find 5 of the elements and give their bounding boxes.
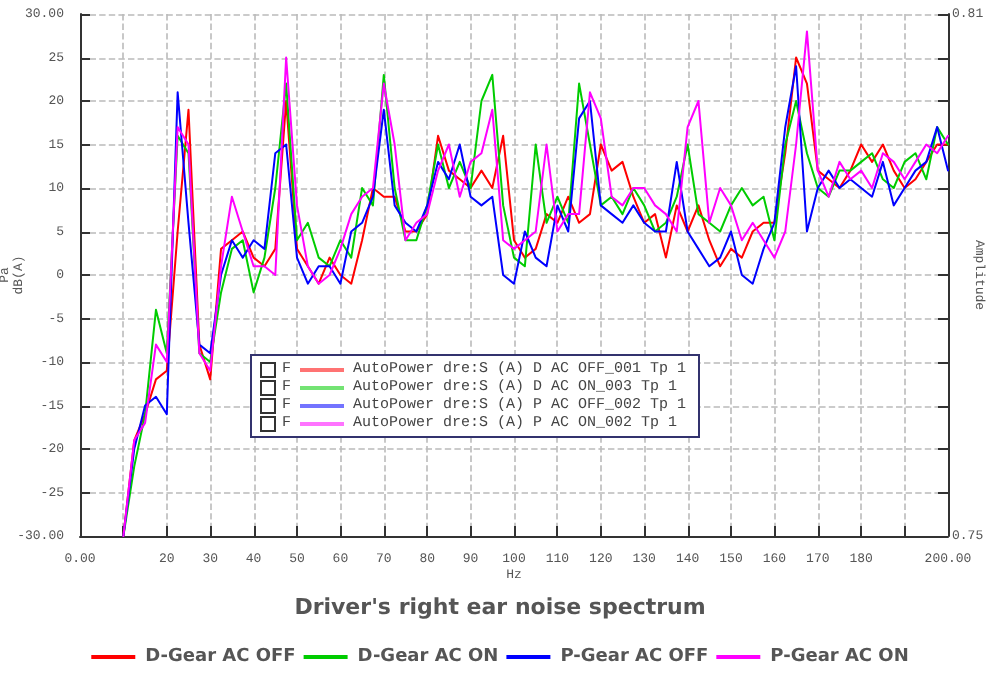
legend-label: D-Gear AC OFF: [145, 647, 296, 667]
legend-label: D-Gear AC ON: [357, 647, 499, 667]
legend-label: P-Gear AC OFF: [560, 647, 709, 667]
legend-label: P-Gear AC ON: [770, 647, 909, 667]
text: Driver's right ear noise spectrum: [294, 594, 706, 620]
